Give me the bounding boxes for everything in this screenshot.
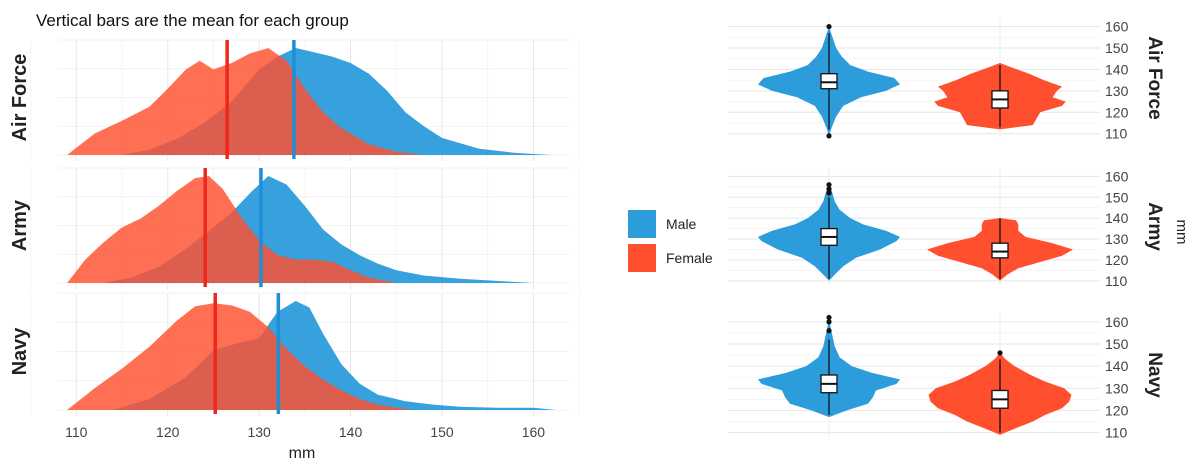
y-tick-label: 130 xyxy=(1105,231,1129,247)
y-tick-label: 150 xyxy=(1105,189,1129,205)
facet-label-navy: Navy xyxy=(1144,352,1165,398)
outlier-point-male xyxy=(826,328,832,334)
x-tick-label: 120 xyxy=(156,424,180,440)
y-tick-label: 130 xyxy=(1105,380,1129,396)
y-tick-label: 160 xyxy=(1105,314,1129,330)
density-area-female xyxy=(67,48,424,155)
legend-label-male: Male xyxy=(666,216,697,232)
outlier-point-male xyxy=(826,186,832,192)
chart-title: Vertical bars are the mean for each grou… xyxy=(36,11,349,30)
violin-panel-navy: 110 120 130 140 150 160 Navy xyxy=(728,313,1165,441)
legend-label-female: Female xyxy=(666,250,713,266)
x-tick-label: 140 xyxy=(339,424,363,440)
y-tick-label: 160 xyxy=(1105,19,1129,35)
facet-label-navy: Navy xyxy=(9,327,31,376)
density-panel-army: Army xyxy=(9,167,580,289)
violin-y-axis-label: mm xyxy=(1173,220,1190,245)
facet-label-air-force: Air Force xyxy=(1144,36,1165,119)
legend-swatch-male xyxy=(628,210,656,238)
y-tick-label: 110 xyxy=(1105,126,1128,142)
density-panel-air-force: Air Force xyxy=(9,39,580,161)
x-tick-label: 110 xyxy=(65,424,88,440)
outlier-point-male xyxy=(826,23,832,30)
y-tick-label: 140 xyxy=(1105,61,1129,77)
y-tick-label: 120 xyxy=(1105,252,1129,268)
legend-item-male: Male xyxy=(628,207,713,241)
facet-label-army: Army xyxy=(9,199,31,251)
violin-panel-air-force: 110 120 130 140 150 160 Air Force xyxy=(728,18,1165,142)
box-male xyxy=(820,73,838,90)
violin-panel-army: 110 120 130 140 150 160 Army xyxy=(728,168,1165,289)
box-female xyxy=(991,242,1009,259)
facet-label-army: Army xyxy=(1144,202,1165,251)
x-axis-label: mm xyxy=(289,445,316,462)
y-tick-label: 140 xyxy=(1105,358,1129,374)
y-tick-label: 160 xyxy=(1105,168,1129,184)
y-tick-label: 110 xyxy=(1105,273,1128,289)
y-tick-label: 150 xyxy=(1105,336,1129,352)
y-tick-label: 150 xyxy=(1105,40,1129,56)
density-area-female xyxy=(67,303,415,410)
outlier-point-male xyxy=(826,133,832,139)
x-tick-label: 130 xyxy=(247,424,271,440)
legend-swatch-female xyxy=(628,244,656,272)
y-tick-label: 120 xyxy=(1105,402,1129,418)
density-panel-navy: Navy xyxy=(9,292,580,416)
x-tick-label: 160 xyxy=(522,424,546,440)
outlier-point-male xyxy=(826,319,832,325)
x-tick-label: 150 xyxy=(430,424,454,440)
outlier-point-male xyxy=(826,182,832,188)
y-tick-label: 110 xyxy=(1105,425,1128,441)
density-area-female xyxy=(67,176,397,283)
y-tick-label: 140 xyxy=(1105,210,1129,226)
legend-item-female: Female xyxy=(628,241,713,275)
outlier-point-male xyxy=(826,314,832,321)
legend: Male Female xyxy=(628,207,713,275)
y-tick-label: 130 xyxy=(1105,83,1129,99)
facet-label-air-force: Air Force xyxy=(9,54,31,142)
outlier-point-male xyxy=(826,190,832,196)
y-tick-label: 120 xyxy=(1105,104,1129,120)
outlier-point-female xyxy=(997,350,1003,356)
